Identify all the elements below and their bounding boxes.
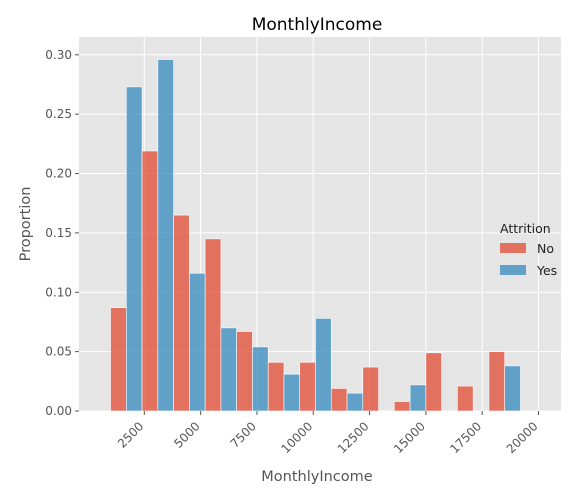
y-tick-label: 0.25	[45, 107, 72, 121]
y-tick-label: 0.05	[45, 345, 72, 359]
x-tick-label: 12500	[335, 419, 372, 456]
legend-swatch-no	[500, 243, 526, 253]
legend-label-no: No	[537, 241, 554, 256]
chart-title: MonthlyIncome	[252, 15, 383, 35]
bar-no	[488, 351, 505, 412]
bar-no	[457, 385, 474, 412]
bar-yes	[220, 327, 237, 412]
x-axis-label: MonthlyIncome	[261, 469, 372, 485]
bar-no	[110, 307, 127, 412]
legend-swatch-yes	[500, 265, 526, 275]
x-tick-label: 7500	[228, 419, 259, 450]
y-axis-ticks: 0.00 0.05 0.10 0.15 0.20 0.25 0.30	[45, 48, 79, 418]
bar-no	[236, 331, 253, 412]
bar-no	[141, 150, 159, 412]
y-tick-label: 0.20	[45, 167, 72, 181]
y-axis-label: Proportion	[18, 187, 34, 262]
x-tick-label: 15000	[391, 419, 428, 456]
bar-no	[362, 366, 379, 412]
legend-title: Attrition	[500, 221, 551, 236]
legend: Attrition No Yes	[500, 221, 557, 278]
y-tick-label: 0.10	[45, 285, 72, 299]
x-tick-label: 2500	[115, 419, 146, 450]
x-tick-label: 5000	[171, 419, 202, 450]
bar-no	[204, 238, 222, 412]
legend-label-yes: Yes	[536, 263, 557, 278]
x-tick-label: 17500	[447, 419, 484, 456]
bar-no	[299, 362, 316, 412]
bar-yes	[157, 59, 174, 412]
bar-no	[173, 214, 190, 412]
x-tick-label: 10000	[278, 419, 315, 456]
bar-yes	[252, 346, 269, 412]
x-tick-label: 20000	[504, 419, 541, 456]
bar-yes	[315, 318, 332, 412]
bar-yes	[409, 384, 427, 412]
bar-yes	[125, 86, 143, 412]
bars	[110, 59, 521, 412]
bar-no	[394, 401, 411, 412]
bar-yes	[504, 365, 521, 412]
bar-no	[330, 388, 348, 412]
bar-no	[425, 352, 442, 412]
x-axis-ticks: 2500 5000 7500 10000 12500 15000 17500 20000	[115, 411, 541, 456]
y-tick-label: 0.00	[45, 404, 72, 418]
y-tick-label: 0.15	[45, 226, 72, 240]
y-tick-label: 0.30	[45, 48, 72, 62]
bar-yes	[346, 392, 364, 412]
bar-no	[267, 362, 285, 412]
bar-yes	[189, 272, 206, 412]
bar-yes	[283, 373, 301, 412]
